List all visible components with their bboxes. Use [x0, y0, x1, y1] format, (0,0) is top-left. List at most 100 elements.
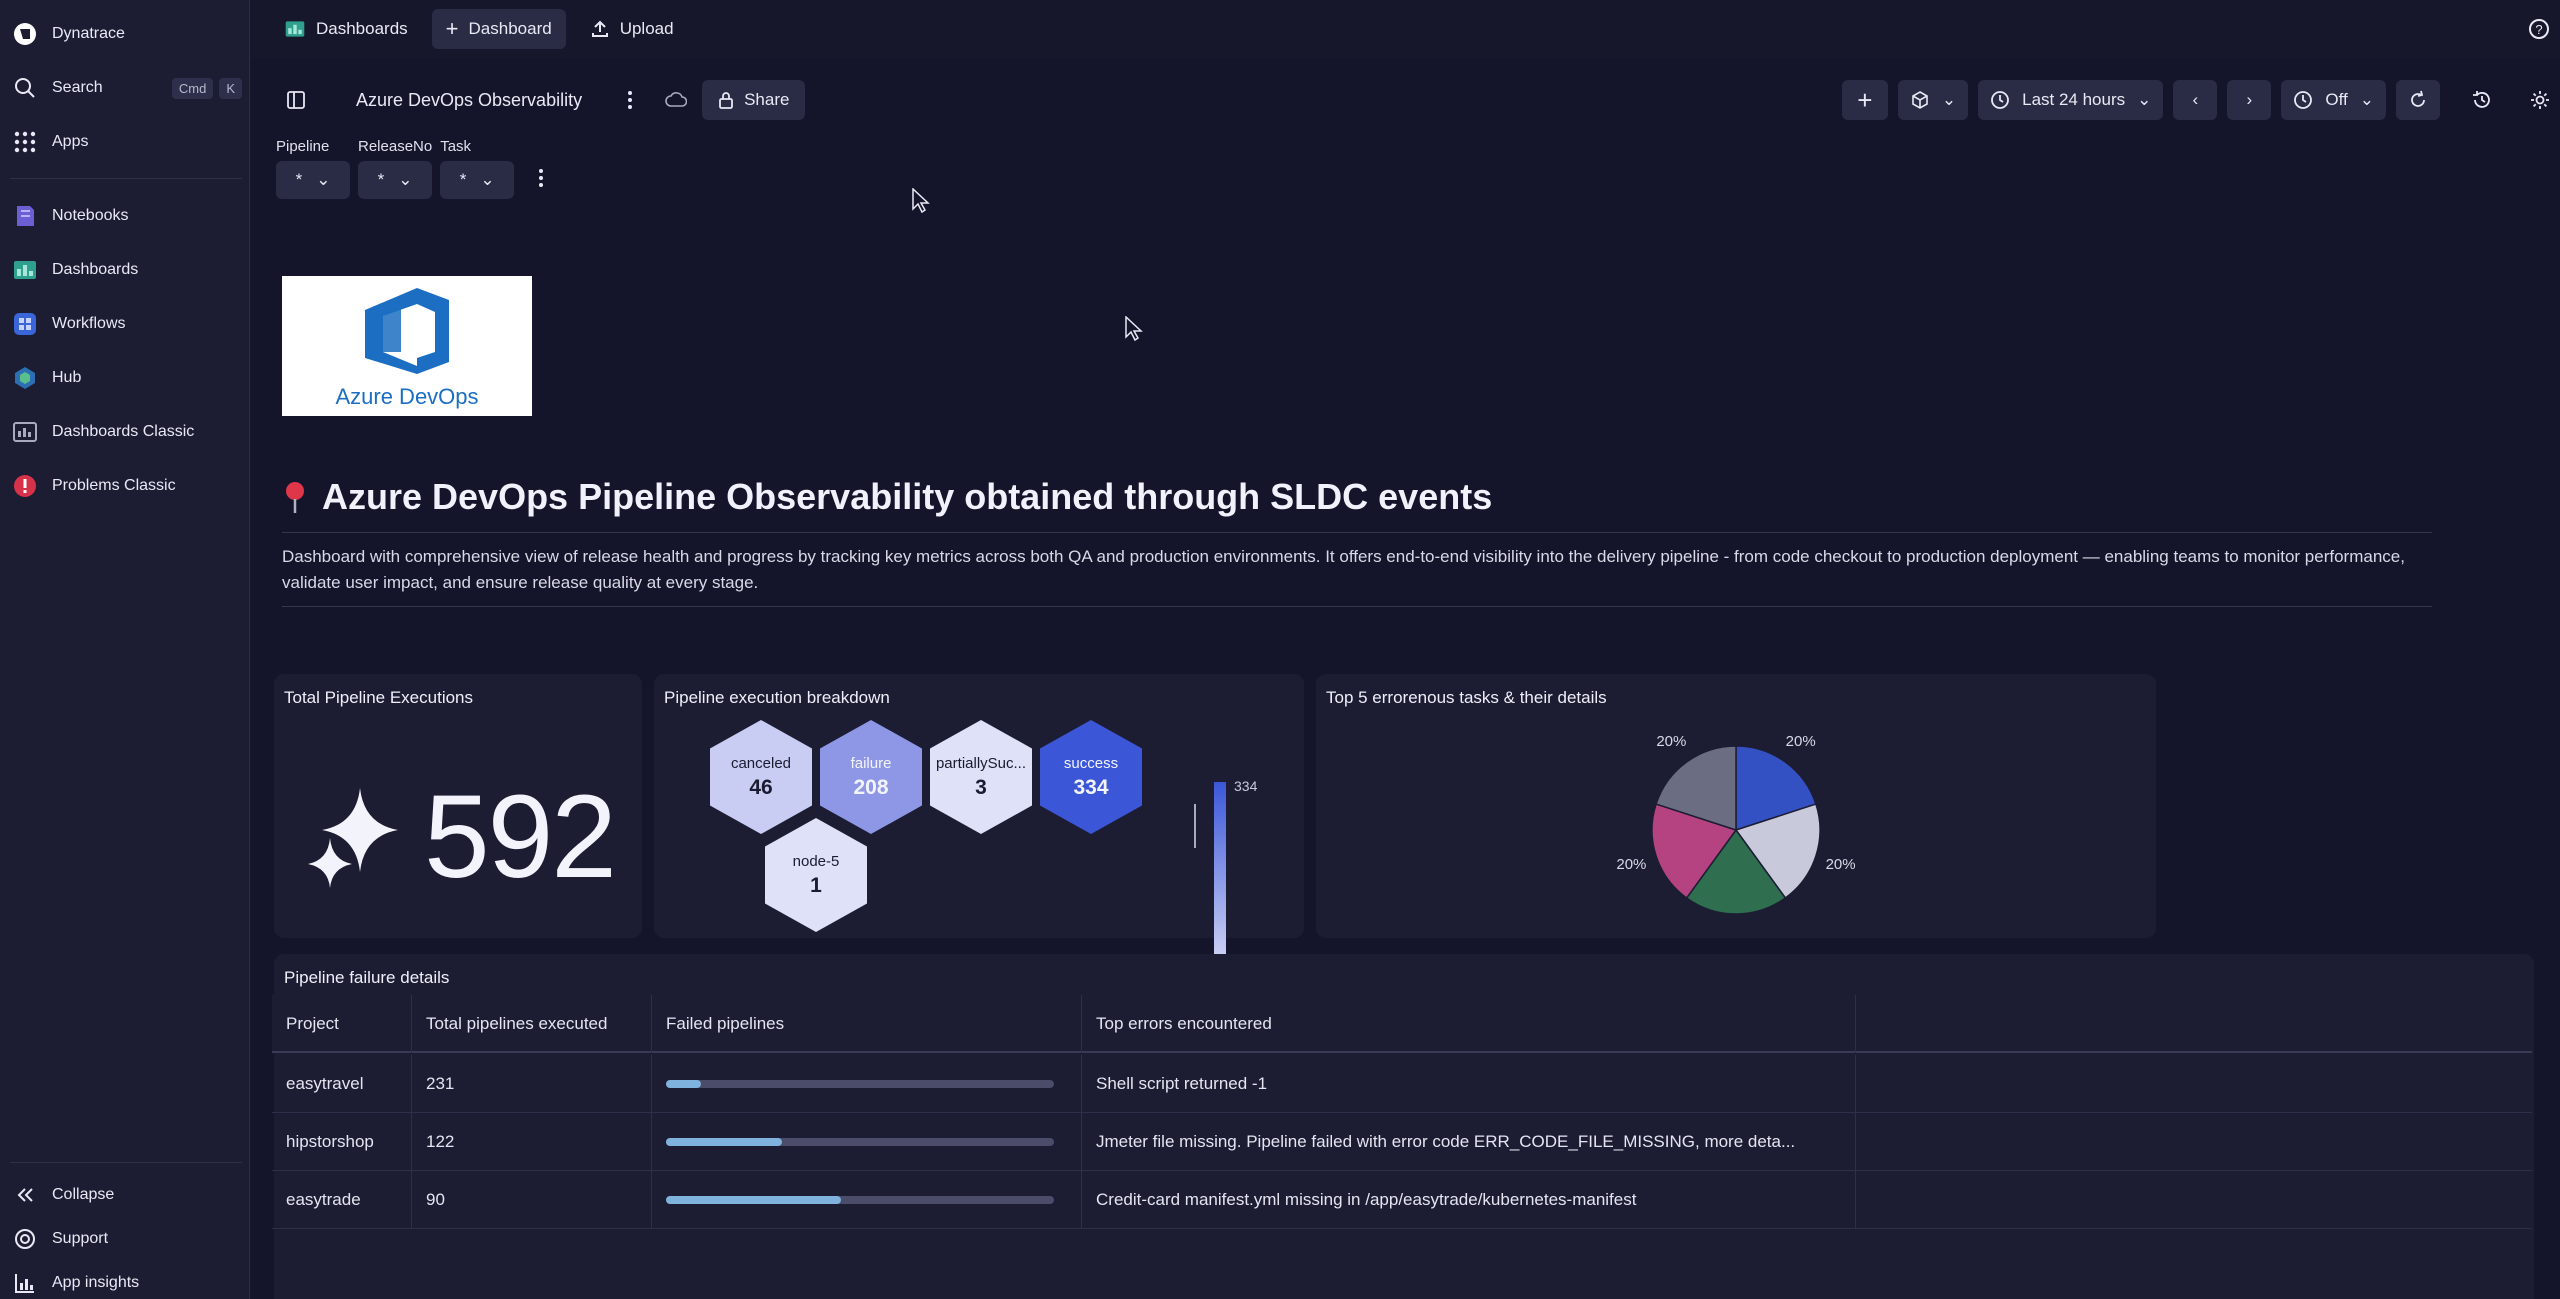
- legend-cursor: [1194, 804, 1196, 848]
- failed-bar-fill: [666, 1196, 841, 1204]
- chevron-down-icon: ⌄: [316, 170, 331, 189]
- timeframe-previous-button[interactable]: ‹: [2173, 80, 2218, 120]
- column-header-project[interactable]: Project: [272, 995, 412, 1053]
- table-row[interactable]: easytravel 231 Shell script returned -1: [272, 1055, 2532, 1113]
- settings-gear-icon[interactable]: [2520, 80, 2560, 120]
- problems-classic-icon: [12, 473, 38, 499]
- chevron-right-icon: ›: [2246, 90, 2253, 109]
- new-dashboard-button[interactable]: + Dashboard: [431, 9, 566, 49]
- pie-slice-label: 20%: [1656, 733, 1686, 750]
- sidebar-apps[interactable]: Apps: [10, 122, 242, 162]
- honeycomb-cell[interactable]: success 334: [1040, 720, 1142, 834]
- total-executions-value: 592: [424, 771, 617, 903]
- more-vertical-icon[interactable]: [610, 80, 650, 120]
- sidebar-item-hub[interactable]: Hub: [10, 358, 242, 398]
- honeycomb-cell-label: canceled: [730, 754, 792, 772]
- svg-text:?: ?: [2535, 22, 2542, 37]
- dashboards-app-button[interactable]: Dashboards: [270, 9, 422, 49]
- filter-select-pipeline[interactable]: * ⌄: [276, 161, 350, 199]
- table-row[interactable]: easytrade 90 Credit-card manifest.yml mi…: [272, 1171, 2532, 1229]
- cell-total: 231: [412, 1055, 652, 1113]
- share-button[interactable]: Share: [702, 80, 806, 120]
- filter-select-releaseno[interactable]: * ⌄: [358, 161, 432, 199]
- sidebar-app-insights[interactable]: App insights: [10, 1263, 242, 1299]
- pie-slice[interactable]: [1655, 745, 1737, 832]
- toggle-panel-icon[interactable]: [276, 80, 316, 120]
- filter-label: Pipeline: [276, 138, 330, 155]
- cell-project: easytravel: [272, 1055, 412, 1113]
- pie-slice[interactable]: [1685, 828, 1787, 915]
- description-divider: [282, 606, 2432, 607]
- chevron-down-icon: ⌄: [1941, 90, 1957, 109]
- cell-total: 122: [412, 1113, 652, 1171]
- sidebar-item-label: Problems Classic: [52, 477, 176, 494]
- dashboard-toolbar-right: + ⌄ Last 24 hours ⌄ ‹ ›: [1841, 78, 2560, 122]
- add-tile-button[interactable]: +: [1841, 80, 1888, 120]
- honeycomb-cell-label: failure: [850, 754, 892, 772]
- sidebar-item-dashboards[interactable]: Dashboards: [10, 250, 242, 290]
- pie-slice-label: 20%: [1826, 856, 1856, 873]
- sidebar-search[interactable]: Search Cmd K: [10, 68, 242, 108]
- pie-slice[interactable]: [1735, 745, 1817, 832]
- pie-slice[interactable]: [1734, 803, 1821, 900]
- honeycomb-cell[interactable]: canceled 46: [710, 720, 812, 834]
- share-label: Share: [744, 90, 790, 109]
- more-vertical-icon[interactable]: [538, 168, 544, 193]
- pie-slice[interactable]: [1651, 803, 1738, 900]
- sidebar-item-dashboards-classic[interactable]: Dashboards Classic: [10, 412, 242, 452]
- dashboard-description: Dashboard with comprehensive view of rel…: [282, 547, 2405, 592]
- timeframe-next-button[interactable]: ›: [2227, 80, 2272, 120]
- lock-icon: [719, 92, 733, 109]
- column-header-errors[interactable]: Top errors encountered: [1082, 995, 1856, 1053]
- honeycomb-cell-value: 334: [1073, 775, 1109, 799]
- sidebar-brand[interactable]: Dynatrace: [10, 14, 242, 54]
- sidebar-item-label: Hub: [52, 369, 82, 386]
- workflows-icon: [12, 311, 38, 337]
- column-header-failed[interactable]: Failed pipelines: [652, 995, 1082, 1053]
- cell-total: 90: [412, 1171, 652, 1229]
- segments-button[interactable]: ⌄: [1897, 80, 1969, 120]
- honeycomb-cell-value: 46: [749, 775, 773, 799]
- table-header-row: Project Total pipelines executed Failed …: [272, 995, 2532, 1053]
- tile-top-errors[interactable]: Top 5 errorenous tasks & their details 2…: [1316, 674, 2156, 938]
- upload-label: Upload: [619, 19, 674, 38]
- tile-total-executions[interactable]: Total Pipeline Executions 592: [274, 674, 642, 938]
- cell-failed: [652, 1171, 1082, 1229]
- hub-icon: [12, 365, 38, 391]
- history-icon[interactable]: [2462, 80, 2502, 120]
- cell-error: Jmeter file missing. Pipeline failed wit…: [1082, 1113, 1856, 1171]
- sidebar-item-notebooks[interactable]: Notebooks: [10, 196, 242, 236]
- table-row[interactable]: hipstorshop 122 Jmeter file missing. Pip…: [272, 1113, 2532, 1171]
- clock-icon: [1991, 91, 2010, 109]
- legend-max-label: 334: [1234, 778, 1258, 794]
- upload-button[interactable]: Upload: [576, 9, 688, 49]
- sidebar-collapse[interactable]: Collapse: [10, 1175, 242, 1215]
- filter-value: *: [377, 170, 385, 189]
- filter-task: Task * ⌄: [440, 138, 515, 199]
- honeycomb-cell[interactable]: node-5 1: [765, 818, 867, 932]
- column-header-total[interactable]: Total pipelines executed: [412, 995, 652, 1053]
- sidebar-divider: [10, 178, 242, 179]
- sidebar-support[interactable]: Support: [10, 1219, 242, 1259]
- timeframe-selector[interactable]: Last 24 hours ⌄: [1978, 80, 2164, 120]
- sidebar: Dynatrace Search Cmd K Apps Notebooks: [0, 0, 250, 1299]
- honeycomb-cell[interactable]: failure 208: [820, 720, 922, 834]
- pie-slice-label: 20%: [1786, 733, 1816, 750]
- cloud-sync-icon: [664, 80, 688, 120]
- pushpin-icon: [286, 482, 304, 513]
- dashboards-classic-icon: [12, 419, 38, 445]
- tile-execution-breakdown[interactable]: Pipeline execution breakdown canceled 46 f…: [654, 674, 1304, 986]
- help-icon[interactable]: ?: [2528, 18, 2550, 45]
- filter-label: Task: [440, 138, 472, 155]
- filter-select-task[interactable]: * ⌄: [440, 161, 515, 199]
- honeycomb-cell[interactable]: partiallySuc... 3: [930, 720, 1032, 834]
- dashboard-title[interactable]: Azure DevOps Observability: [356, 89, 583, 110]
- refresh-button[interactable]: [2396, 80, 2440, 120]
- sidebar-item-workflows[interactable]: Workflows: [10, 304, 242, 344]
- search-shortcut: Cmd K: [171, 77, 242, 99]
- sidebar-item-problems-classic[interactable]: Problems Classic: [10, 466, 242, 506]
- dashboard-toolbar-left: Azure DevOps Observability Share: [276, 78, 806, 122]
- tile-title: Total Pipeline Executions: [284, 688, 474, 707]
- notebooks-icon: [12, 203, 38, 229]
- auto-refresh-selector[interactable]: Off ⌄: [2281, 80, 2386, 120]
